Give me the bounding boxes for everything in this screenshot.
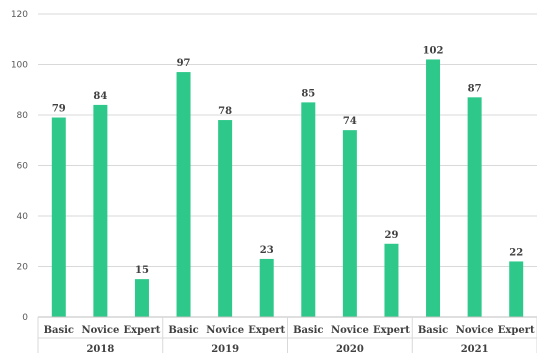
data-label: 74 — [343, 116, 357, 127]
bar-2020-basic — [301, 102, 316, 317]
x-category-label: Basic — [293, 325, 323, 336]
bars — [51, 59, 524, 318]
bar-2019-basic — [176, 72, 191, 317]
data-label: 15 — [135, 265, 149, 276]
data-label: 22 — [509, 247, 523, 258]
bar-2021-expert — [509, 261, 524, 317]
data-label: 102 — [423, 45, 444, 56]
x-group-label: 2019 — [211, 344, 239, 353]
x-category-label: Expert — [498, 325, 535, 336]
bar-2021-novice — [467, 97, 482, 317]
data-label: 84 — [93, 91, 107, 102]
y-tick-label: 20 — [17, 263, 29, 273]
y-tick-label: 40 — [17, 212, 29, 222]
x-group-label: 2020 — [336, 344, 364, 353]
data-label: 79 — [52, 104, 66, 115]
data-label: 23 — [260, 245, 274, 256]
x-category-label: Basic — [418, 325, 448, 336]
data-label: 85 — [301, 88, 315, 99]
gridlines — [38, 13, 537, 267]
data-label: 78 — [218, 106, 232, 117]
y-tick-label: 100 — [11, 61, 28, 71]
data-label: 29 — [384, 230, 398, 241]
y-axis: 0 20 40 60 80 100 120 — [11, 10, 28, 323]
x-category-label: Novice — [456, 325, 494, 336]
data-label: 87 — [468, 83, 482, 94]
data-labels: 79 84 15 97 78 23 85 74 29 102 87 22 — [52, 45, 523, 276]
x-category-label: Novice — [81, 325, 119, 336]
bar-2018-basic — [51, 117, 66, 318]
bar-2019-expert — [259, 258, 274, 317]
y-tick-label: 120 — [11, 10, 28, 20]
y-tick-label: 0 — [22, 313, 28, 323]
bar-2020-expert — [384, 243, 399, 317]
x-category-label: Expert — [373, 325, 410, 336]
bar-2019-novice — [218, 120, 233, 317]
x-category-label: Expert — [248, 325, 285, 336]
bar-2018-novice — [93, 104, 108, 318]
x-group-label: 2021 — [461, 344, 489, 353]
y-tick-label: 60 — [17, 162, 29, 172]
data-label: 97 — [177, 58, 191, 69]
x-category-label: Novice — [206, 325, 244, 336]
bar-2020-novice — [342, 130, 357, 317]
bar-2021-basic — [426, 59, 441, 317]
x-category-label: Basic — [168, 325, 198, 336]
bar-2018-expert — [134, 279, 149, 317]
y-tick-label: 80 — [17, 111, 29, 121]
x-category-label: Novice — [331, 325, 369, 336]
x-group-label: 2018 — [86, 344, 114, 353]
x-category-label: Expert — [124, 325, 161, 336]
x-axis: Basic Novice Expert 2018 Basic Novice Expert 20… — [37, 316, 537, 353]
x-category-label: Basic — [44, 325, 74, 336]
